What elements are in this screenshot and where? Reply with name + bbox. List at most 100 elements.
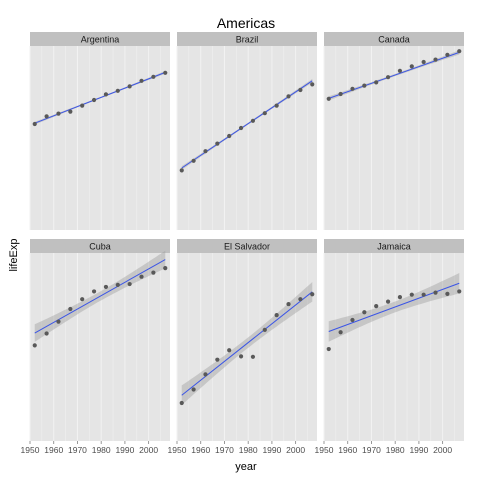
- data-point: [326, 96, 331, 101]
- x-tick-label: 1970: [68, 445, 87, 455]
- data-point: [203, 372, 208, 377]
- data-point: [151, 74, 156, 79]
- facet-label: Jamaica: [377, 242, 411, 252]
- x-tick-label: 1970: [362, 445, 381, 455]
- data-point: [274, 313, 279, 318]
- data-point: [91, 289, 97, 294]
- data-point: [103, 92, 109, 97]
- facet-canada: Canada: [323, 32, 464, 230]
- data-point: [163, 70, 168, 75]
- data-point: [32, 343, 37, 348]
- facet-label: Canada: [378, 35, 410, 45]
- data-point: [385, 299, 391, 304]
- x-tick-label: 1950: [21, 445, 40, 455]
- facet-brazil: Brazil: [176, 32, 317, 230]
- x-tick-label: 1980: [239, 445, 258, 455]
- data-point: [191, 158, 196, 163]
- data-point: [103, 284, 109, 290]
- facet-strip: [177, 239, 317, 253]
- data-point: [262, 327, 267, 332]
- data-point: [362, 310, 367, 315]
- y-axis-title: lifeExp: [8, 238, 20, 271]
- data-point: [274, 103, 279, 108]
- data-point: [44, 331, 49, 336]
- data-point: [139, 274, 144, 279]
- fit-line: [181, 80, 313, 169]
- x-tick-label: 1950: [168, 445, 187, 455]
- data-point: [250, 354, 256, 359]
- fit-line: [181, 291, 313, 396]
- x-tick-label: 1960: [44, 445, 63, 455]
- data-point: [215, 141, 220, 146]
- facet-strip: [324, 239, 464, 253]
- data-point: [139, 78, 144, 83]
- data-point: [80, 297, 85, 302]
- x-tick-label: 1990: [409, 445, 428, 455]
- x-tick-label: 2000: [433, 445, 452, 455]
- data-point: [326, 346, 331, 352]
- data-point: [238, 125, 244, 131]
- data-point: [163, 266, 168, 271]
- data-point: [421, 292, 426, 297]
- data-point: [127, 84, 132, 89]
- data-point: [227, 133, 232, 139]
- data-point: [286, 94, 291, 99]
- data-point: [238, 354, 244, 359]
- data-point: [91, 97, 97, 103]
- data-point: [433, 290, 438, 295]
- x-tick-label: 1980: [92, 445, 111, 455]
- x-tick-label: 1990: [115, 445, 134, 455]
- facet-strip: [177, 32, 317, 46]
- fit-line: [328, 282, 460, 332]
- data-point: [310, 292, 315, 297]
- data-point: [191, 387, 196, 392]
- data-point: [298, 87, 303, 93]
- fit-line: [34, 259, 166, 334]
- x-tick-label: 1950: [315, 445, 334, 455]
- data-point: [457, 289, 462, 294]
- data-point: [68, 306, 73, 312]
- data-point: [250, 118, 256, 123]
- x-tick-label: 2000: [139, 445, 158, 455]
- data-point: [56, 111, 61, 116]
- data-point: [56, 319, 61, 324]
- x-tick-label: 1970: [215, 445, 234, 455]
- data-point: [374, 80, 379, 85]
- data-point: [127, 281, 132, 287]
- facet-strip: [30, 32, 170, 46]
- data-point: [203, 149, 208, 154]
- facet-label: Cuba: [89, 242, 111, 252]
- x-axis-title: year: [235, 461, 257, 473]
- facet-label: Brazil: [236, 35, 259, 45]
- x-tick-label: 2000: [286, 445, 305, 455]
- data-point: [362, 83, 367, 88]
- facet-label: Argentina: [81, 35, 120, 45]
- x-tick-label: 1960: [338, 445, 357, 455]
- data-point: [445, 291, 450, 296]
- data-point: [215, 357, 220, 362]
- facet-strip: [30, 239, 170, 253]
- data-point: [397, 295, 403, 300]
- data-point: [350, 86, 355, 91]
- data-point: [421, 59, 426, 65]
- data-point: [227, 348, 232, 353]
- data-point: [433, 57, 438, 62]
- facet-strip: [324, 32, 464, 46]
- data-point: [115, 88, 120, 93]
- data-point: [445, 52, 450, 57]
- facet-cuba: Cuba 1950 1960 1970 1980 1990 2000: [21, 239, 170, 455]
- x-tick-label: 1980: [386, 445, 405, 455]
- data-point: [44, 114, 49, 119]
- data-point: [409, 64, 414, 69]
- facet-label: El Salvador: [224, 242, 270, 252]
- data-point: [397, 68, 403, 73]
- facet-el-salvador: El Salvador 1950 1960 1970 1980 1990 2000: [168, 239, 317, 455]
- data-point: [298, 297, 303, 302]
- facet-argentina: Argentina: [29, 32, 170, 230]
- data-point: [310, 82, 315, 87]
- data-point: [68, 109, 73, 114]
- data-point: [409, 292, 414, 297]
- x-tick-label: 1960: [191, 445, 210, 455]
